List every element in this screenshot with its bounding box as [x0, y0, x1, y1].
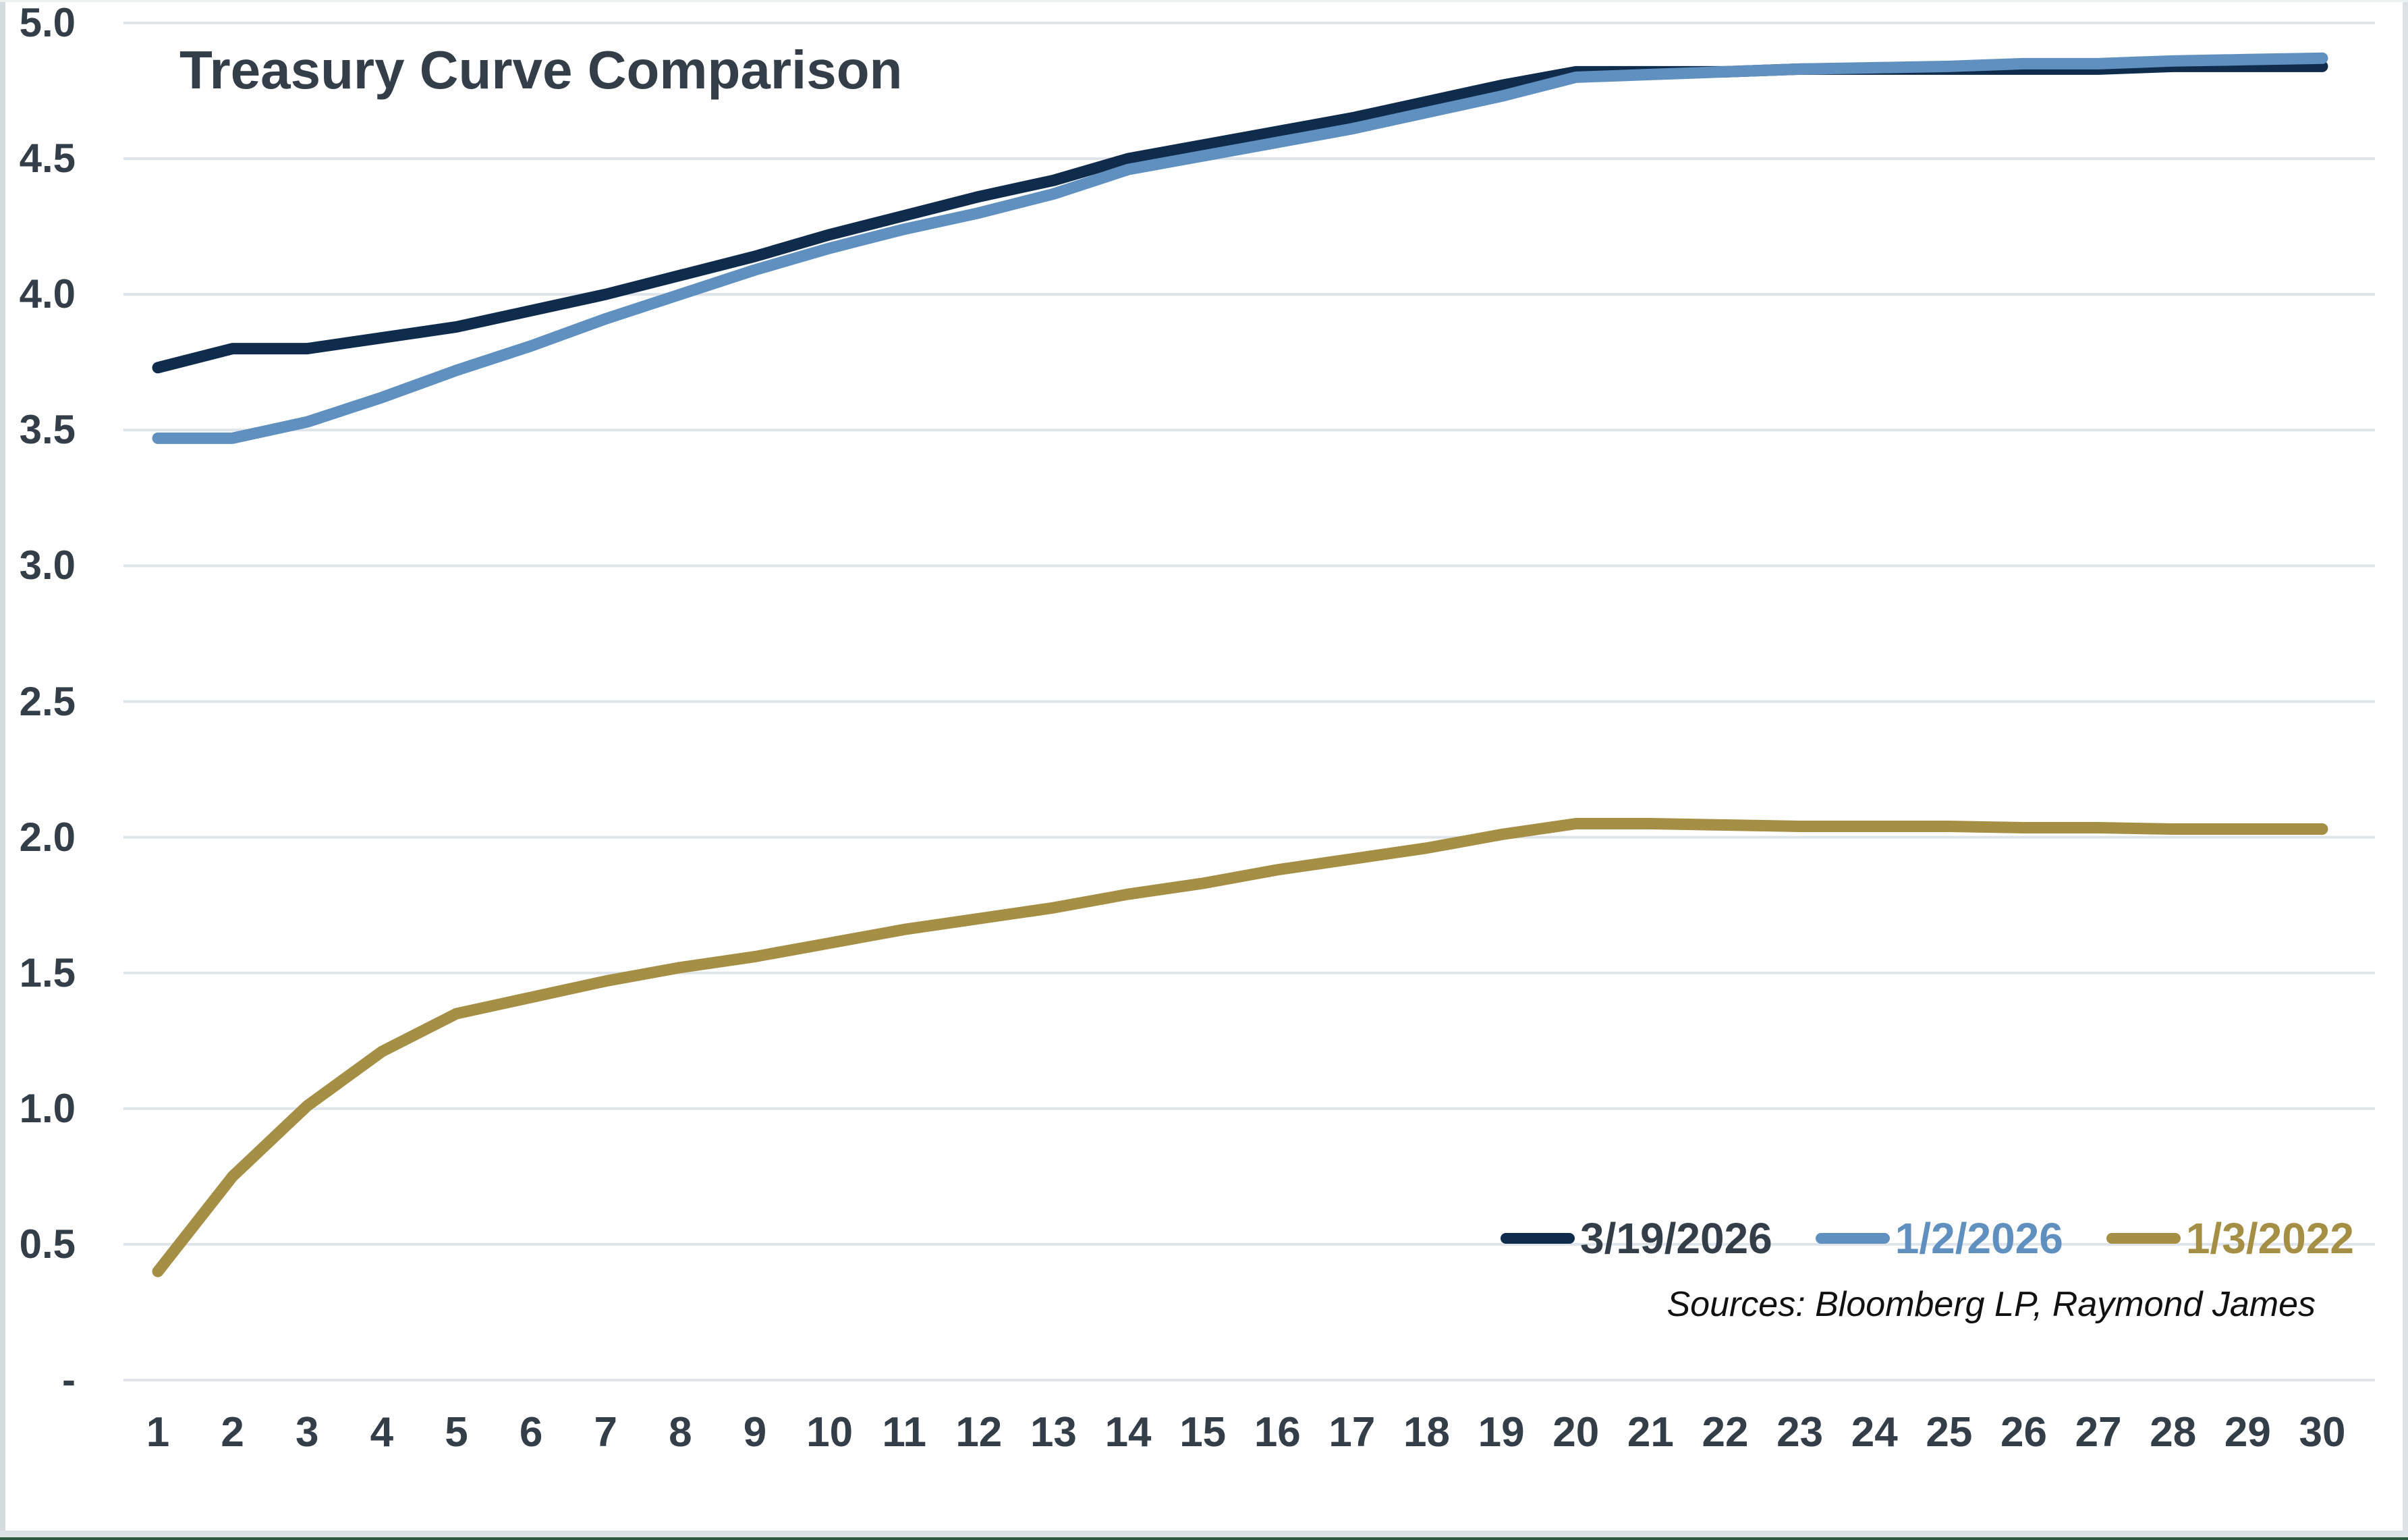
sources-note: Sources: Bloomberg LP, Raymond James: [1667, 1285, 2316, 1324]
x-tick-label-12: 12: [955, 1409, 1003, 1456]
gridlines: [123, 22, 2375, 1381]
x-tick-label-18: 18: [1403, 1409, 1451, 1456]
y-tick-label-2.5: 2.5: [19, 678, 76, 724]
series-line-3-19-2026: [152, 60, 2328, 374]
top-border-strip: [0, 0, 2408, 2]
x-tick-label-6: 6: [519, 1409, 543, 1456]
x-tick-label-8: 8: [669, 1409, 692, 1456]
x-tick-label-2: 2: [221, 1409, 244, 1456]
x-tick-label-15: 15: [1179, 1409, 1227, 1456]
y-tick-label-3.5: 3.5: [19, 407, 76, 453]
legend-item-3-19-2026: 3/19/2026: [1501, 1214, 1772, 1263]
legend-swatch-icon: [1501, 1233, 1575, 1244]
y-tick-label-0.5: 0.5: [19, 1221, 76, 1267]
x-tick-label-22: 22: [1702, 1409, 1749, 1456]
x-tick-label-4: 4: [370, 1409, 394, 1456]
x-tick-label-14: 14: [1104, 1409, 1152, 1456]
x-tick-label-24: 24: [1851, 1409, 1898, 1456]
x-tick-label-28: 28: [2150, 1409, 2197, 1456]
chart-title: Treasury Curve Comparison: [179, 40, 903, 100]
x-tick-label-1: 1: [146, 1409, 170, 1456]
x-tick-label-9: 9: [743, 1409, 767, 1456]
y-tick-label-1.5: 1.5: [19, 950, 76, 995]
y-tick-label-1.0: 1.0: [19, 1085, 76, 1131]
y-tick-label-2.0: 2.0: [19, 814, 76, 860]
legend-label: 1/2/2026: [1895, 1214, 2063, 1263]
legend-item-1-3-2022: 1/3/2022: [2106, 1214, 2354, 1263]
legend-swatch-icon: [1815, 1233, 1890, 1244]
legend-swatch-icon: [2106, 1233, 2181, 1244]
y-tick-label-5.0: 5.0: [19, 0, 76, 45]
y-tick-label--: -: [62, 1357, 76, 1402]
right-border-strip: [2403, 0, 2408, 1540]
legend-item-1-2-2026: 1/2/2026: [1815, 1214, 2063, 1263]
x-tick-label-23: 23: [1776, 1409, 1824, 1456]
x-tick-label-3: 3: [295, 1409, 319, 1456]
x-tick-label-21: 21: [1627, 1409, 1674, 1456]
x-tick-label-11: 11: [882, 1409, 926, 1456]
legend-label: 3/19/2026: [1580, 1214, 1772, 1263]
x-tick-label-25: 25: [1926, 1409, 1973, 1456]
x-tick-label-13: 13: [1030, 1409, 1077, 1456]
x-tick-label-26: 26: [2000, 1409, 2047, 1456]
chart-legend: 3/19/2026 1/2/2026 1/3/2022: [1501, 1214, 2354, 1263]
series-lines: [152, 52, 2328, 1277]
series-line-1-2-2026: [152, 52, 2328, 444]
y-tick-label-4.0: 4.0: [19, 271, 76, 317]
y-tick-label-4.5: 4.5: [19, 136, 76, 182]
x-tick-label-17: 17: [1328, 1409, 1376, 1456]
legend-label: 1/3/2022: [2185, 1214, 2354, 1263]
x-tick-label-30: 30: [2299, 1409, 2346, 1456]
x-tick-label-20: 20: [1552, 1409, 1600, 1456]
bottom-border-dark-line: [0, 1537, 2408, 1540]
y-tick-label-3.0: 3.0: [19, 543, 76, 588]
x-tick-label-19: 19: [1478, 1409, 1525, 1456]
bottom-border-light-strip: [0, 1531, 2408, 1537]
x-tick-label-16: 16: [1254, 1409, 1301, 1456]
x-tick-label-29: 29: [2224, 1409, 2271, 1456]
x-tick-label-10: 10: [806, 1409, 853, 1456]
x-tick-label-7: 7: [594, 1409, 617, 1456]
series-line-1-3-2022: [152, 817, 2328, 1277]
x-tick-label-5: 5: [445, 1409, 468, 1456]
x-tick-label-27: 27: [2075, 1409, 2122, 1456]
left-border-strip: [0, 0, 5, 1540]
